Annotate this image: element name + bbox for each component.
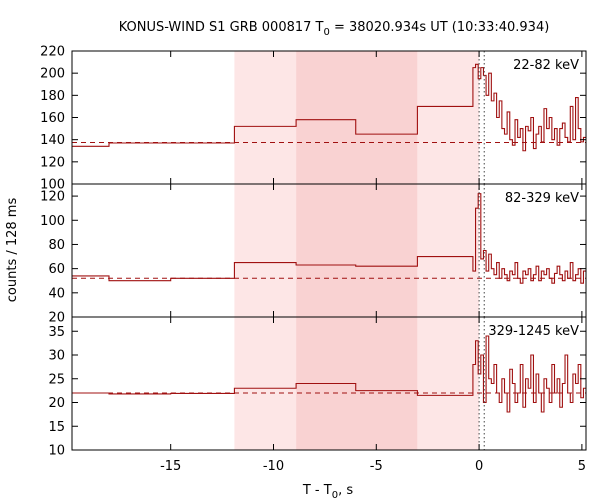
y-tick-label: 20 xyxy=(48,311,65,326)
y-tick-label: 120 xyxy=(40,155,65,170)
y-tick-label: 25 xyxy=(48,372,65,387)
energy-band-label: 22-82 keV xyxy=(513,58,579,73)
panel-3: 10 15 20 25 30 35 329-1245 keV xyxy=(48,316,587,459)
energy-band-label: 82-329 keV xyxy=(505,191,579,206)
x-axis: -15 -10 -5 0 5 xyxy=(160,459,586,474)
light-curve-series xyxy=(72,63,586,152)
y-tick-label: 200 xyxy=(40,67,65,82)
y-tick-label: 20 xyxy=(48,396,65,411)
y-tick-label: 120 xyxy=(40,190,65,205)
y-tick-label: 10 xyxy=(48,444,65,459)
y-tick-label: 100 xyxy=(40,178,65,193)
x-tick-label: 5 xyxy=(578,459,586,474)
y-tick-label: 15 xyxy=(48,420,65,435)
shaded-interval-2 xyxy=(296,184,418,317)
light-curve-series xyxy=(72,193,586,284)
y-tick-label: 60 xyxy=(48,262,65,277)
x-tick-label: -5 xyxy=(370,459,383,474)
x-tick-label: -10 xyxy=(263,459,284,474)
shaded-interval-3 xyxy=(417,317,480,450)
x-tick-label: 0 xyxy=(475,459,483,474)
y-axis-label: counts / 128 ms xyxy=(5,198,20,303)
shaded-interval-1 xyxy=(234,184,297,317)
shaded-interval-2 xyxy=(296,51,418,184)
shaded-interval-1 xyxy=(234,317,297,450)
chart-title: KONUS-WIND S1 GRB 000817 T0 = 38020.934s… xyxy=(119,20,550,38)
y-tick-label: 180 xyxy=(40,89,65,104)
panel-frame xyxy=(71,316,587,451)
light-curve-series xyxy=(72,335,586,413)
x-tick-label: -15 xyxy=(160,459,181,474)
shaded-interval-3 xyxy=(417,184,480,317)
x-axis-label: T - T0, s xyxy=(302,483,353,500)
y-tick-label: 35 xyxy=(48,325,65,340)
shaded-interval-1 xyxy=(234,51,297,184)
panel-1: 100 120 140 160 180 200 220 22-82 keV xyxy=(40,45,587,193)
y-tick-label: 140 xyxy=(40,133,65,148)
energy-band-label: 329-1245 keV xyxy=(488,324,579,339)
shaded-interval-3 xyxy=(417,51,480,184)
y-tick-label: 80 xyxy=(48,238,65,253)
y-tick-label: 40 xyxy=(48,286,65,301)
y-tick-label: 30 xyxy=(48,349,65,364)
y-tick-label: 220 xyxy=(40,45,65,60)
y-tick-label: 100 xyxy=(40,214,65,229)
panel-2: 20 40 60 80 100 120 82-329 keV xyxy=(40,183,587,326)
y-tick-label: 160 xyxy=(40,111,65,126)
